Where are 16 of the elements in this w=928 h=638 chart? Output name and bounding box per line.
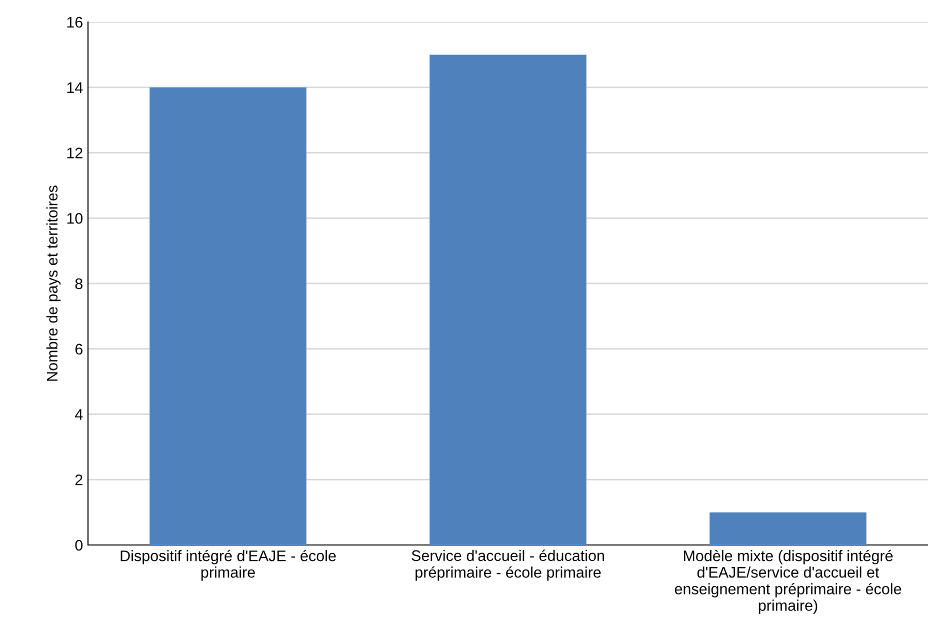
y-tick-label: 16 [67,16,82,28]
x-tick-label: Modèle mixte (dispositif intégré d'EAJE/service d'accueil et enseignement préprimaire - école primaire) [674,550,902,614]
y-tick-label: 8 [75,278,82,290]
y-tick-label: 12 [67,148,82,158]
bar [430,54,586,545]
y-tick-label: 14 [67,82,83,93]
y-tick-label: 6 [75,344,82,355]
x-tick-label: Dispositif intégré d'EAJE - école primaire [120,550,336,581]
y-tick-label: 10 [67,212,83,224]
y-tick-label: 0 [75,540,83,551]
x-tick-label: Service d'accueil - éducation préprimaire - école primaire [412,550,604,581]
y-axis-title: Nombre de pays et territoires [46,186,61,381]
y-tick-label: 2 [75,474,82,486]
y-tick-label: 4 [74,409,83,420]
bar [710,512,866,545]
bar [150,87,306,545]
